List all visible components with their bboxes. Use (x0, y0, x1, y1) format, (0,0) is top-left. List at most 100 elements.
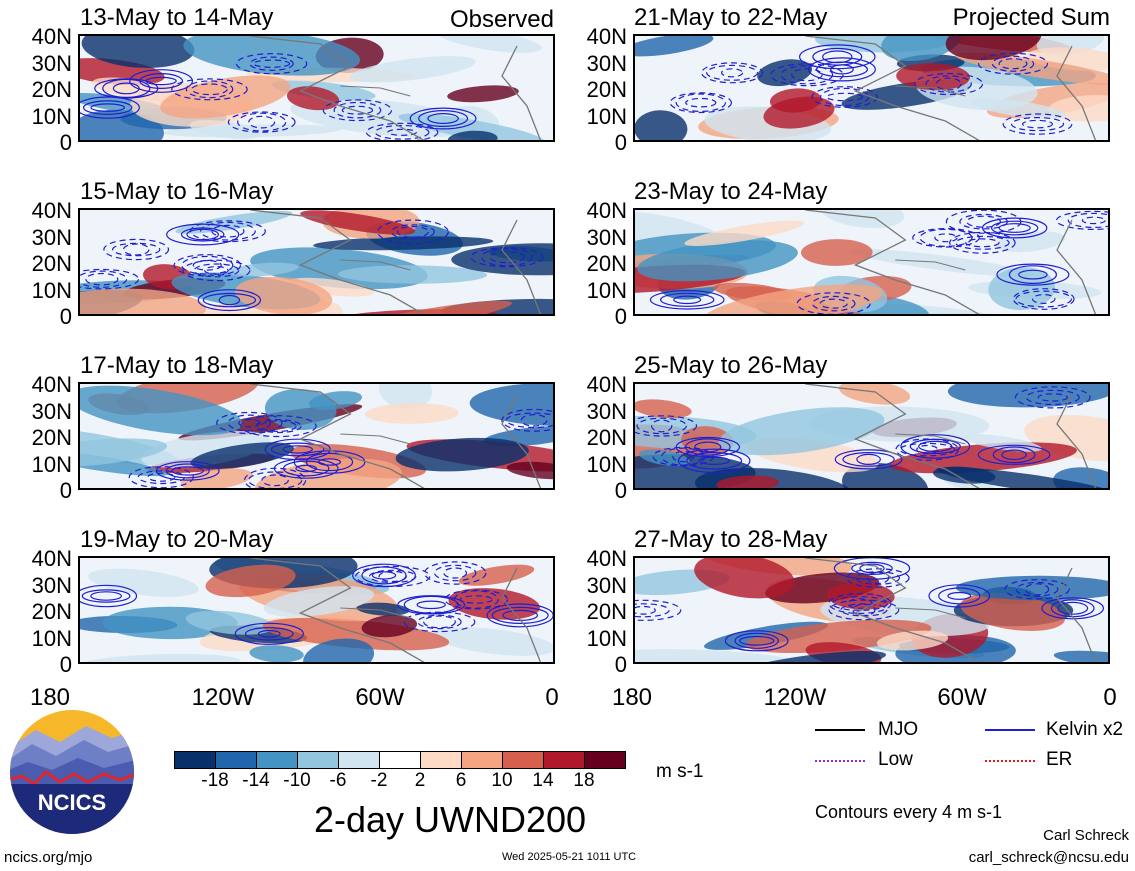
map-panel-3 (78, 208, 555, 316)
legend-label-mjo: MJO (878, 719, 919, 740)
lat-label-0-r2-c1: 0 (59, 304, 72, 329)
legend-line-er (985, 760, 1035, 762)
lat-label-30n-r2-c2: 30N (586, 224, 627, 250)
colorbar-bin-6 (379, 751, 421, 769)
panel-title-1: 13-May to 14-May (80, 4, 274, 31)
lat-label-30n-r1-c2: 30N (586, 50, 627, 76)
lat-label-0-r4-c2: 0 (614, 652, 627, 677)
colorbar-label-2: -14 (242, 770, 270, 791)
panel-title-6: 25-May to 26-May (634, 352, 828, 379)
legend-label-low: Low (878, 749, 913, 770)
legend-line-kelvin (985, 729, 1035, 731)
lat-label-10n-r1-c1: 10N (31, 103, 72, 129)
map-panel-2 (633, 34, 1110, 142)
legend-label-kelvin: Kelvin x2 (1046, 719, 1124, 740)
lat-label-30n-r4-c1: 30N (31, 572, 72, 598)
lat-label-20n-r4-c1: 20N (31, 599, 72, 624)
colorbar-label-10: 18 (573, 770, 595, 791)
lon-label-120w-right: 120W (763, 684, 827, 711)
legend-line-mjo (815, 729, 865, 731)
panel-title-8: 27-May to 28-May (634, 526, 828, 553)
lat-label-30n-r4-c2: 30N (586, 572, 627, 598)
footer-timestamp: Wed 2025-05-21 1011 UTC (502, 851, 637, 863)
map-panel-1 (78, 34, 555, 142)
lat-label-40n-r4-c2: 40N (586, 546, 627, 571)
lat-label-40n-r3-c1: 40N (31, 372, 72, 397)
colorbar-bin-3 (256, 751, 298, 769)
lon-label-60w-right: 60W (937, 684, 987, 711)
colorbar-bin-11 (584, 751, 626, 769)
lat-label-20n-r2-c2: 20N (586, 251, 627, 276)
lon-label-0-left: 0 (545, 684, 559, 711)
lon-label-60w-left: 60W (355, 684, 405, 711)
footer-author: Carl Schreck (1043, 827, 1129, 844)
map-panel-8 (633, 556, 1110, 664)
lat-label-10n-r3-c1: 10N (31, 451, 72, 477)
lon-label-180-left: 180 (29, 684, 71, 711)
lat-label-0-r4-c1: 0 (59, 652, 72, 677)
lat-label-20n-r1-c1: 20N (31, 77, 72, 102)
lat-label-10n-r4-c2: 10N (586, 625, 627, 651)
colorbar-bin-4 (297, 751, 339, 769)
lat-label-20n-r2-c1: 20N (31, 251, 72, 276)
colorbar-label-1: -18 (201, 770, 229, 791)
lat-label-20n-r3-c1: 20N (31, 425, 72, 450)
colorbar-units: m s-1 (656, 761, 704, 782)
lat-label-30n-r3-c1: 30N (31, 398, 72, 424)
main-title: 2-day UWND200 (313, 799, 587, 840)
lat-label-0-r3-c2: 0 (614, 478, 627, 503)
map-panel-7 (78, 556, 555, 664)
lat-label-0-r2-c2: 0 (614, 304, 627, 329)
colorbar-label-3: -10 (283, 770, 311, 791)
map-panel-6 (633, 382, 1110, 490)
lat-label-40n-r4-c1: 40N (31, 546, 72, 571)
colorbar-bin-10 (543, 751, 585, 769)
colorbar-bin-8 (461, 751, 503, 769)
panel-title-2: 21-May to 22-May (634, 4, 828, 31)
colorbar-bin-5 (338, 751, 380, 769)
colorbar-label-4: -6 (329, 770, 347, 791)
panel-title-4: 23-May to 24-May (634, 178, 828, 205)
map-panel-4 (633, 208, 1110, 316)
lat-label-10n-r4-c1: 10N (31, 625, 72, 651)
lat-label-0-r1-c1: 0 (59, 130, 72, 155)
footer-url[interactable]: ncics.org/mjo (4, 849, 93, 866)
ncics-logo: NCICS (8, 708, 136, 836)
lat-label-30n-r3-c2: 30N (586, 398, 627, 424)
lon-label-120w-left: 120W (191, 684, 255, 711)
lat-label-0-r3-c1: 0 (59, 478, 72, 503)
colorbar-bin-7 (420, 751, 462, 769)
panel-title-7: 19-May to 20-May (80, 526, 274, 553)
lat-label-0-r1-c2: 0 (614, 130, 627, 155)
legend-line-low (815, 760, 865, 762)
colorbar-bin-1 (174, 751, 216, 769)
lat-label-10n-r2-c2: 10N (586, 277, 627, 303)
map-panel-5 (78, 382, 555, 490)
footer-email[interactable]: carl_schreck@ncsu.edu (968, 849, 1129, 866)
panel-tag-observed: Observed (449, 6, 554, 33)
lat-label-40n-r2-c1: 40N (31, 198, 72, 223)
lat-label-40n-r1-c2: 40N (586, 24, 627, 49)
legend-label-er: ER (1046, 749, 1073, 770)
colorbar-label-5: -2 (370, 770, 388, 791)
panel-title-5: 17-May to 18-May (80, 352, 274, 379)
lat-label-40n-r2-c2: 40N (586, 198, 627, 223)
panel-tag-projected: Projected Sum (952, 4, 1110, 31)
colorbar-label-9: 14 (532, 770, 554, 791)
lat-label-30n-r1-c1: 30N (31, 50, 72, 76)
lat-label-20n-r4-c2: 20N (586, 599, 627, 624)
colorbar-label-8: 10 (491, 770, 513, 791)
colorbar-bin-9 (502, 751, 544, 769)
lat-label-40n-r3-c2: 40N (586, 372, 627, 397)
lat-label-10n-r1-c2: 10N (586, 103, 627, 129)
colorbar-label-7: 6 (455, 770, 467, 791)
lat-label-30n-r2-c1: 30N (31, 224, 72, 250)
panel-title-3: 15-May to 16-May (80, 178, 274, 205)
lat-label-40n-r1-c1: 40N (31, 24, 72, 49)
lat-label-10n-r2-c1: 10N (31, 277, 72, 303)
colorbar-label-6: 2 (414, 770, 426, 791)
lat-label-20n-r3-c2: 20N (586, 425, 627, 450)
lon-label-180-right: 180 (611, 684, 653, 711)
colorbar-bin-2 (215, 751, 257, 769)
lat-label-10n-r3-c2: 10N (586, 451, 627, 477)
